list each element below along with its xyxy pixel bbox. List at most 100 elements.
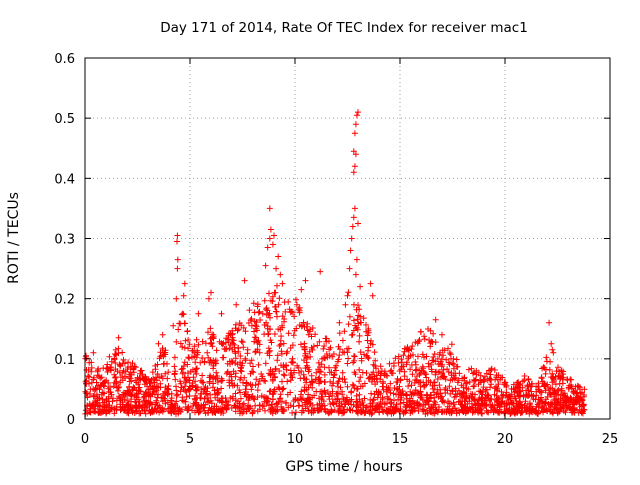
data-point [450, 361, 457, 368]
data-point [204, 349, 211, 356]
data-point [266, 205, 273, 212]
data-point [126, 405, 133, 412]
data-point [516, 387, 523, 394]
data-point [430, 354, 437, 360]
data-point [407, 366, 414, 373]
data-point [425, 360, 432, 367]
data-point [240, 344, 247, 351]
data-point [487, 384, 494, 391]
data-point [119, 369, 126, 376]
data-point [461, 375, 467, 382]
data-point [161, 406, 167, 413]
data-point [147, 390, 154, 397]
data-point [240, 406, 247, 413]
data-point [446, 361, 453, 368]
data-point [173, 338, 180, 345]
data-point [244, 346, 251, 353]
data-point [283, 350, 290, 357]
data-point [298, 368, 305, 375]
tick-labels-layer: 0 5 10 15 20 25 0 0.1 0.2 0.3 0.4 0.5 0.6 [54, 52, 618, 447]
data-point [254, 408, 261, 415]
data-point [396, 368, 403, 374]
data-point [208, 289, 214, 296]
data-point [281, 318, 287, 325]
data-point [486, 367, 493, 374]
data-point [448, 355, 454, 362]
data-point [463, 408, 470, 415]
data-point [513, 398, 520, 404]
data-point [255, 381, 262, 388]
data-point [367, 280, 374, 287]
data-point [315, 359, 322, 366]
data-point [291, 327, 298, 334]
data-point [222, 395, 229, 401]
data-point [355, 320, 362, 327]
data-point [174, 256, 181, 263]
data-point [177, 388, 184, 395]
data-point [274, 282, 280, 289]
data-point [206, 374, 213, 381]
data-point [326, 338, 332, 345]
data-point [110, 395, 116, 402]
data-point [175, 326, 182, 333]
data-point [482, 388, 489, 394]
data-point [351, 130, 358, 137]
data-point [201, 395, 208, 402]
data-point [278, 348, 285, 355]
x-tick-label: 5 [186, 432, 194, 447]
data-point [173, 392, 180, 399]
data-point [165, 386, 172, 393]
data-point [195, 310, 202, 317]
data-point [559, 380, 566, 387]
y-tick-label: 0.2 [54, 293, 75, 308]
data-point [424, 391, 431, 398]
data-point [555, 373, 562, 380]
data-point [437, 390, 444, 397]
data-point [356, 366, 363, 373]
data-point [90, 349, 97, 356]
data-point [170, 322, 177, 329]
data-point [526, 401, 533, 408]
data-point [259, 310, 266, 317]
data-point [392, 355, 399, 362]
data-point [387, 389, 394, 396]
data-point [491, 391, 498, 398]
data-point [257, 317, 264, 323]
data-point [177, 340, 184, 347]
data-point [351, 163, 358, 170]
data-point [240, 379, 246, 386]
data-point [112, 360, 119, 366]
data-point [404, 376, 411, 383]
data-point [108, 367, 114, 374]
data-point [179, 310, 186, 317]
data-point [412, 387, 419, 393]
data-point [214, 397, 221, 403]
data-point [555, 386, 562, 393]
data-point [192, 359, 199, 366]
data-point [277, 326, 284, 333]
data-point [135, 387, 142, 393]
data-point [336, 375, 343, 382]
data-point [539, 365, 546, 372]
data-point [358, 355, 365, 362]
data-point [320, 345, 327, 352]
data-point [444, 387, 451, 394]
data-point [300, 407, 307, 414]
data-point [267, 226, 274, 233]
data-point [470, 408, 477, 415]
data-point [297, 395, 303, 402]
data-point [533, 383, 540, 390]
data-point [98, 374, 105, 381]
data-point [112, 374, 119, 381]
data-point [440, 366, 447, 373]
data-point [208, 400, 215, 407]
data-point [316, 380, 322, 387]
data-point [418, 395, 425, 401]
data-point [349, 381, 356, 388]
data-point [313, 388, 320, 395]
data-point [293, 409, 299, 416]
data-point [152, 362, 159, 369]
data-point [122, 375, 129, 382]
data-point [330, 400, 337, 407]
data-point [322, 335, 329, 342]
